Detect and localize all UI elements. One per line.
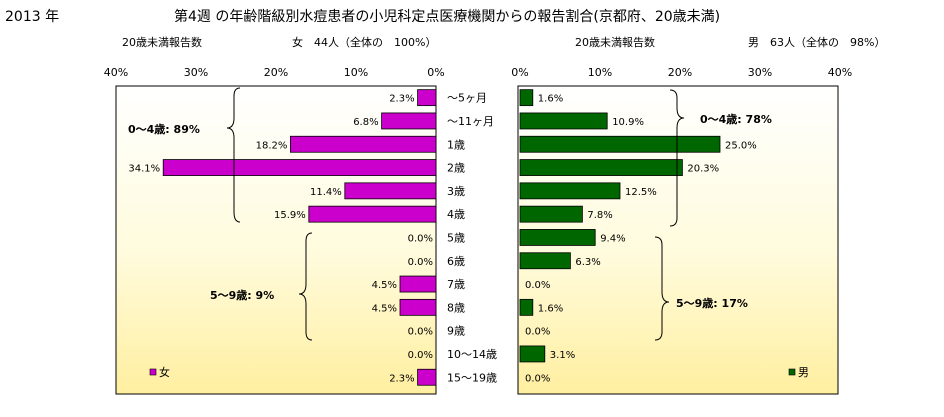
female-bar: [399, 298, 437, 316]
male-bar: [519, 205, 583, 223]
category-label: 〜11ヶ月: [447, 115, 494, 128]
legend-swatch-male: [788, 368, 796, 376]
left-brace-0-4: [226, 87, 241, 223]
male-value-label: 9.4%: [600, 233, 625, 244]
male-bar: [519, 89, 534, 107]
female-value-label: 15.9%: [274, 210, 306, 221]
legend-swatch-female: [149, 368, 157, 376]
male-bar: [519, 229, 596, 246]
female-value-label: 4.5%: [372, 303, 397, 314]
female-value-label: 0.0%: [408, 257, 433, 268]
right-tick-label: 0%: [511, 66, 528, 79]
left-tick-label: 40%: [104, 66, 128, 79]
legend-label-female: 女: [159, 365, 170, 379]
male-value-label: 3.1%: [550, 350, 575, 361]
right-group-label-5-9: 5〜9歳: 17%: [676, 296, 748, 310]
left-axis-ticks: 0% 10% 20% 30% 40%: [104, 66, 445, 79]
right-value-labels: 1.6% 10.9% 25.0% 20.3% 12.5% 7.8% 9.4% 6.3% 0.0%…: [525, 94, 757, 385]
male-bar: [519, 159, 683, 176]
male-value-label: 20.3%: [687, 164, 719, 175]
male-bar: [519, 182, 621, 200]
right-tick-label: 30%: [748, 66, 772, 79]
category-label: 2歳: [447, 162, 465, 175]
category-label: 4歳: [447, 208, 465, 221]
category-label: 5歳: [447, 231, 465, 244]
legend-label-male: 男: [798, 366, 809, 379]
left-value-labels: 2.3% 6.8% 18.2% 34.1% 11.4% 15.9% 0.0% 0.0% 4.5%…: [128, 94, 433, 385]
left-group-label-0-4: 0〜4歳: 89%: [128, 122, 200, 136]
female-value-label: 18.2%: [256, 140, 288, 151]
category-label: 6歳: [447, 255, 465, 268]
category-label: 10〜14歳: [447, 348, 497, 361]
right-axis-ticks: 0% 10% 20% 30% 40%: [511, 66, 852, 79]
right-count-label: 20歳未満報告数: [575, 36, 655, 49]
female-bar: [344, 182, 437, 200]
left-tick-label: 10%: [344, 66, 368, 79]
male-bar: [519, 135, 721, 153]
category-label: 9歳: [447, 325, 465, 338]
male-bar: [519, 112, 608, 130]
left-tick-label: 0%: [427, 66, 444, 79]
female-value-label: 0.0%: [408, 233, 433, 244]
left-brace-5-9: [298, 232, 313, 341]
category-label: 15〜19歳: [447, 371, 497, 384]
male-bar: [519, 298, 534, 316]
female-bar: [417, 89, 437, 107]
female-bar: [417, 368, 437, 386]
left-group-label-5-9: 5〜9歳: 9%: [210, 288, 274, 302]
right-tick-label: 10%: [588, 66, 612, 79]
female-value-label: 2.3%: [389, 373, 414, 384]
male-value-label: 6.3%: [575, 257, 600, 268]
male-value-label: 0.0%: [525, 280, 550, 291]
female-value-label: 0.0%: [408, 327, 433, 338]
male-value-label: 1.6%: [538, 94, 563, 105]
female-value-label: 0.0%: [408, 350, 433, 361]
female-value-label: 6.8%: [353, 117, 378, 128]
male-value-label: 12.5%: [625, 187, 657, 198]
chart-title: 第4週 の年齢階級別水痘患者の小児科定点医療機関からの報告割合(京都府、20歳未…: [174, 8, 720, 25]
male-value-label: 1.6%: [538, 303, 563, 314]
right-brace-5-9: [654, 236, 670, 341]
male-value-label: 10.9%: [612, 117, 644, 128]
category-label: 7歳: [447, 278, 465, 291]
female-bar: [289, 135, 437, 153]
right-brace-0-4: [669, 89, 685, 227]
left-bars: [162, 89, 437, 386]
right-bars: [519, 89, 721, 363]
left-tick-label: 20%: [264, 66, 288, 79]
category-labels: 〜5ヶ月〜11ヶ月 1歳 2歳 3歳 4歳 5歳 6歳 7歳 8歳 9歳 10〜14歳 15〜19歳: [447, 92, 497, 385]
left-tick-label: 30%: [184, 66, 208, 79]
female-bar: [308, 205, 437, 223]
right-tick-label: 40%: [828, 66, 852, 79]
female-value-label: 4.5%: [372, 280, 397, 291]
right-summary: 男 63人（全体の 98%）: [748, 35, 885, 49]
right-group-label-0-4: 0〜4歳: 78%: [700, 112, 772, 126]
male-value-label: 0.0%: [525, 327, 550, 338]
female-value-label: 11.4%: [310, 187, 342, 198]
category-label: 〜5ヶ月: [447, 92, 487, 105]
year-label: 2013 年: [5, 9, 59, 25]
male-bar: [519, 252, 571, 270]
female-bar: [162, 159, 437, 176]
left-count-label: 20歳未満報告数: [122, 36, 202, 49]
category-label: 3歳: [447, 185, 465, 198]
category-label: 1歳: [447, 138, 465, 151]
female-bar: [399, 275, 437, 293]
male-value-label: 25.0%: [725, 140, 757, 151]
female-value-label: 2.3%: [389, 94, 414, 105]
male-value-label: 0.0%: [525, 373, 550, 384]
category-label: 8歳: [447, 301, 465, 314]
male-value-label: 7.8%: [587, 210, 612, 221]
left-summary: 女 44人（全体の 100%）: [292, 35, 436, 49]
right-tick-label: 20%: [668, 66, 692, 79]
male-bar: [519, 345, 546, 363]
female-bar: [381, 112, 437, 130]
female-value-label: 34.1%: [128, 164, 160, 175]
